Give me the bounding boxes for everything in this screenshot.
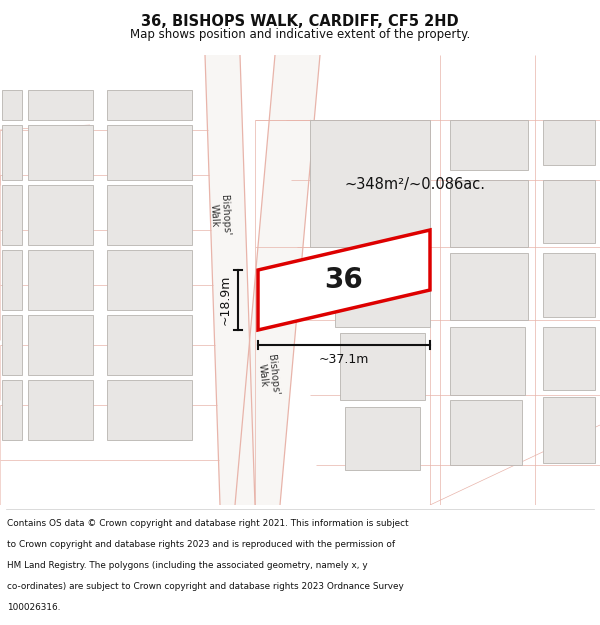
Polygon shape (28, 250, 93, 310)
Polygon shape (28, 185, 93, 245)
Polygon shape (543, 180, 595, 243)
Polygon shape (258, 230, 430, 330)
Text: Bishops'
Walk: Bishops' Walk (256, 354, 280, 396)
Polygon shape (335, 257, 430, 327)
Polygon shape (450, 400, 522, 465)
Text: 100026316.: 100026316. (7, 603, 61, 612)
Polygon shape (107, 250, 192, 310)
Polygon shape (28, 315, 93, 375)
Text: ~37.1m: ~37.1m (319, 353, 369, 366)
Text: Bishops'
Walk: Bishops' Walk (209, 194, 232, 236)
Text: HM Land Registry. The polygons (including the associated geometry, namely x, y: HM Land Registry. The polygons (includin… (7, 561, 368, 571)
Polygon shape (2, 90, 22, 120)
Polygon shape (450, 120, 528, 170)
Polygon shape (235, 55, 320, 505)
Polygon shape (310, 120, 430, 247)
Text: to Crown copyright and database rights 2023 and is reproduced with the permissio: to Crown copyright and database rights 2… (7, 541, 395, 549)
Polygon shape (107, 185, 192, 245)
Polygon shape (543, 397, 595, 463)
Polygon shape (2, 315, 22, 375)
Polygon shape (450, 327, 525, 395)
Polygon shape (340, 333, 425, 400)
Polygon shape (205, 55, 255, 505)
Polygon shape (2, 250, 22, 310)
Text: co-ordinates) are subject to Crown copyright and database rights 2023 Ordnance S: co-ordinates) are subject to Crown copyr… (7, 582, 404, 591)
Polygon shape (28, 90, 93, 120)
Polygon shape (107, 125, 192, 180)
Polygon shape (107, 315, 192, 375)
Polygon shape (543, 253, 595, 317)
Polygon shape (2, 380, 22, 440)
Polygon shape (28, 125, 93, 180)
Polygon shape (0, 55, 600, 505)
Text: 36, BISHOPS WALK, CARDIFF, CF5 2HD: 36, BISHOPS WALK, CARDIFF, CF5 2HD (141, 14, 459, 29)
Polygon shape (107, 90, 192, 120)
Polygon shape (345, 407, 420, 470)
Polygon shape (2, 125, 22, 180)
Polygon shape (450, 253, 528, 320)
Polygon shape (450, 180, 528, 247)
Text: Map shows position and indicative extent of the property.: Map shows position and indicative extent… (130, 28, 470, 41)
Polygon shape (543, 120, 595, 165)
Polygon shape (28, 380, 93, 440)
Polygon shape (543, 327, 595, 390)
Text: 36: 36 (325, 266, 364, 294)
Text: ~348m²/~0.086ac.: ~348m²/~0.086ac. (345, 177, 486, 192)
Polygon shape (2, 185, 22, 245)
Text: ~18.9m: ~18.9m (219, 275, 232, 325)
Polygon shape (107, 380, 192, 440)
Text: Contains OS data © Crown copyright and database right 2021. This information is : Contains OS data © Crown copyright and d… (7, 519, 409, 528)
